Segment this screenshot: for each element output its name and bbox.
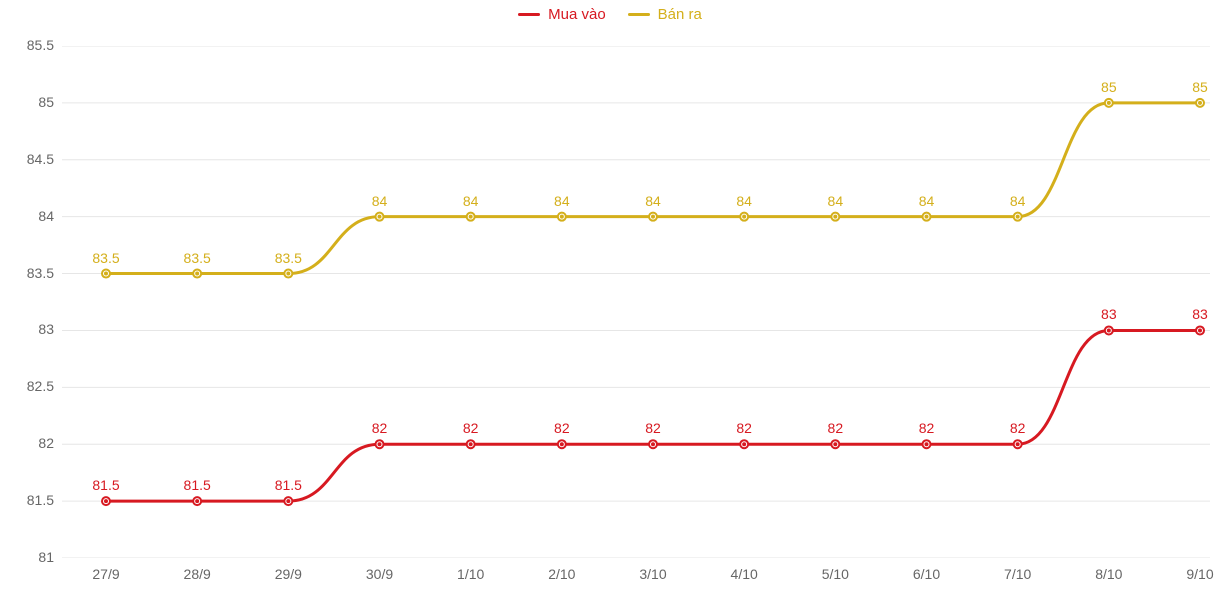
value-label-mua_vao: 82 <box>372 420 388 436</box>
y-axis-tick-label: 81 <box>12 549 54 565</box>
value-label-mua_vao: 82 <box>919 420 935 436</box>
data-point-inner <box>651 442 655 446</box>
data-point-inner <box>833 215 837 219</box>
y-axis-tick-label: 82.5 <box>12 378 54 394</box>
y-axis-tick-label: 83 <box>12 321 54 337</box>
plot-area <box>62 46 1210 558</box>
data-point-inner <box>1016 215 1020 219</box>
data-point-inner <box>286 272 290 276</box>
y-axis-tick-label: 84.5 <box>12 151 54 167</box>
data-point-inner <box>833 442 837 446</box>
x-axis-tick-label: 7/10 <box>1004 566 1031 582</box>
data-point-inner <box>560 442 564 446</box>
data-point-inner <box>378 442 382 446</box>
data-point-inner <box>104 272 108 276</box>
x-axis-tick-label: 1/10 <box>457 566 484 582</box>
data-point-inner <box>469 442 473 446</box>
legend-label: Bán ra <box>658 6 702 23</box>
value-label-mua_vao: 81.5 <box>275 477 302 493</box>
series-line-ban_ra <box>106 103 1200 274</box>
data-point-inner <box>104 499 108 503</box>
chart-legend: Mua vào Bán ra <box>0 6 1220 23</box>
x-axis-tick-label: 2/10 <box>548 566 575 582</box>
data-point-inner <box>195 272 199 276</box>
x-axis-tick-label: 29/9 <box>275 566 302 582</box>
value-label-mua_vao: 81.5 <box>92 477 119 493</box>
value-label-ban_ra: 84 <box>372 193 388 209</box>
y-axis-tick-label: 83.5 <box>12 265 54 281</box>
value-label-ban_ra: 84 <box>463 193 479 209</box>
x-axis-tick-label: 30/9 <box>366 566 393 582</box>
x-axis-tick-label: 4/10 <box>731 566 758 582</box>
x-axis-tick-label: 6/10 <box>913 566 940 582</box>
value-label-ban_ra: 85 <box>1192 79 1208 95</box>
value-label-mua_vao: 82 <box>736 420 752 436</box>
line-chart: Mua vào Bán ra 81 81.5 82 82.5 83 83.5 84 84.5 8… <box>0 0 1220 602</box>
value-label-ban_ra: 83.5 <box>275 250 302 266</box>
value-label-ban_ra: 84 <box>736 193 752 209</box>
legend-swatch-mua-vao <box>518 13 540 16</box>
y-axis-tick-label: 81.5 <box>12 492 54 508</box>
x-axis-tick-label: 5/10 <box>822 566 849 582</box>
value-label-mua_vao: 82 <box>554 420 570 436</box>
data-point-inner <box>1016 442 1020 446</box>
series-line-mua_vao <box>106 330 1200 501</box>
value-label-ban_ra: 83.5 <box>184 250 211 266</box>
y-axis-tick-label: 84 <box>12 208 54 224</box>
data-point-inner <box>742 215 746 219</box>
y-axis-tick-label: 85 <box>12 94 54 110</box>
value-label-mua_vao: 82 <box>1010 420 1026 436</box>
value-label-ban_ra: 84 <box>1010 193 1026 209</box>
legend-item-ban-ra[interactable]: Bán ra <box>628 6 702 23</box>
data-point-inner <box>925 215 929 219</box>
value-label-ban_ra: 84 <box>828 193 844 209</box>
x-axis-tick-label: 9/10 <box>1186 566 1213 582</box>
value-label-ban_ra: 84 <box>554 193 570 209</box>
y-axis-tick-label: 85.5 <box>12 37 54 53</box>
chart-svg <box>62 46 1210 558</box>
value-label-mua_vao: 81.5 <box>184 477 211 493</box>
data-point-inner <box>742 442 746 446</box>
value-label-mua_vao: 82 <box>828 420 844 436</box>
legend-label: Mua vào <box>548 6 606 23</box>
data-point-inner <box>286 499 290 503</box>
data-point-inner <box>1198 101 1202 105</box>
x-axis-tick-label: 8/10 <box>1095 566 1122 582</box>
value-label-ban_ra: 84 <box>919 193 935 209</box>
data-point-inner <box>925 442 929 446</box>
value-label-ban_ra: 83.5 <box>92 250 119 266</box>
legend-item-mua-vao[interactable]: Mua vào <box>518 6 606 23</box>
x-axis-tick-label: 28/9 <box>184 566 211 582</box>
y-axis-tick-label: 82 <box>12 435 54 451</box>
data-point-inner <box>195 499 199 503</box>
value-label-ban_ra: 84 <box>645 193 661 209</box>
value-label-mua_vao: 83 <box>1101 306 1117 322</box>
data-point-inner <box>1198 328 1202 332</box>
data-point-inner <box>651 215 655 219</box>
value-label-ban_ra: 85 <box>1101 79 1117 95</box>
x-axis-tick-label: 3/10 <box>639 566 666 582</box>
x-axis-tick-label: 27/9 <box>92 566 119 582</box>
legend-swatch-ban-ra <box>628 13 650 16</box>
value-label-mua_vao: 83 <box>1192 306 1208 322</box>
value-label-mua_vao: 82 <box>463 420 479 436</box>
data-point-inner <box>378 215 382 219</box>
data-point-inner <box>469 215 473 219</box>
value-label-mua_vao: 82 <box>645 420 661 436</box>
data-point-inner <box>560 215 564 219</box>
data-point-inner <box>1107 101 1111 105</box>
data-point-inner <box>1107 328 1111 332</box>
